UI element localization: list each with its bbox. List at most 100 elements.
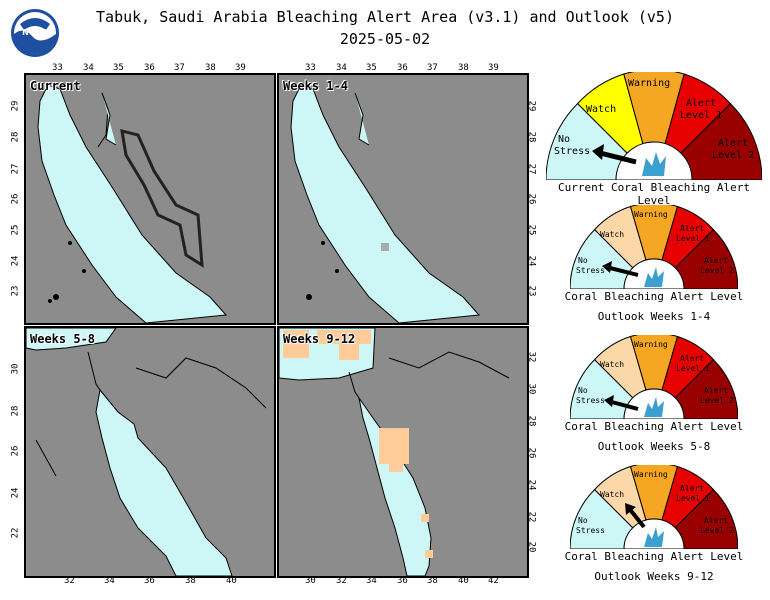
x-tick: 34 [83,63,94,73]
y-tick: 22 [526,511,537,523]
y-tick: 26 [526,447,537,459]
x-tick: 39 [488,63,499,73]
gauge-caption: Current Coral Bleaching Alert Level [557,181,751,207]
map-panel-weeks-9-12: Weeks 9-12 [277,326,529,578]
x-tick: 39 [235,63,246,73]
svg-text:Alert: Alert [680,224,704,233]
svg-text:Alert: Alert [718,138,748,149]
y-tick: 22 [10,527,21,539]
svg-text:Level 1: Level 1 [676,494,710,503]
svg-text:Level 2: Level 2 [712,150,754,161]
y-tick: 28 [10,405,21,417]
page-title: Tabuk, Saudi Arabia Bleaching Alert Area… [96,8,674,26]
svg-text:Warning: Warning [634,470,668,479]
svg-text:Level 1: Level 1 [676,234,710,243]
svg-text:No: No [578,386,588,395]
svg-text:Alert: Alert [704,386,728,395]
svg-text:Alert: Alert [680,354,704,363]
x-tick: 40 [458,576,469,586]
svg-text:Alert: Alert [686,98,716,109]
y-tick: 25 [526,224,537,236]
svg-text:Alert: Alert [704,256,728,265]
x-tick: 36 [397,63,408,73]
y-tick: 24 [10,487,21,499]
svg-text:Stress: Stress [554,146,590,157]
alert-gauge-weeks-5-8: No Stress Watch Warning Alert Level 1 Al… [570,335,738,419]
x-tick: 32 [336,576,347,586]
panel-label: Weeks 1-4 [283,79,349,93]
gauge-caption: Coral Bleaching Alert Level [564,420,744,433]
y-tick: 30 [10,363,21,375]
y-tick: 32 [526,351,537,363]
x-tick: 36 [144,576,155,586]
y-tick: 29 [526,100,537,112]
svg-text:Alert: Alert [704,516,728,525]
svg-text:Watch: Watch [600,230,624,239]
gauge-caption-sub: Outlook Weeks 1-4 [597,310,711,323]
svg-text:Level 2: Level 2 [700,526,734,535]
svg-text:Stress: Stress [576,266,605,275]
svg-text:No: No [578,516,588,525]
svg-text:Level 1: Level 1 [676,364,710,373]
svg-text:Watch: Watch [586,104,616,115]
gauge-caption: Coral Bleaching Alert Level [564,550,744,563]
coral-icon [644,267,664,287]
x-tick: 35 [366,63,377,73]
x-tick: 34 [104,576,115,586]
svg-text:Warning: Warning [634,210,668,219]
gauge-caption: Coral Bleaching Alert Level [564,290,744,303]
coral-icon [644,527,664,547]
x-tick: 36 [397,576,408,586]
x-tick: 38 [185,576,196,586]
svg-text:Watch: Watch [600,490,624,499]
panel-label: Current [30,79,81,93]
svg-text:Stress: Stress [576,526,605,535]
y-tick: 24 [526,255,537,267]
y-tick: 29 [10,100,21,112]
x-tick: 40 [226,576,237,586]
y-tick: 25 [10,224,21,236]
x-tick: 33 [52,63,63,73]
svg-text:Watch: Watch [600,360,624,369]
y-tick: 28 [10,131,21,143]
y-tick: 24 [526,479,537,491]
svg-text:Stress: Stress [576,396,605,405]
svg-text:Level 2: Level 2 [700,266,734,275]
gauge-caption-sub: Outlook Weeks 9-12 [594,570,714,583]
y-tick: 26 [526,193,537,205]
map-panel-weeks-1-4: Weeks 1-4 [277,73,529,325]
x-tick: 34 [366,576,377,586]
x-tick: 38 [458,63,469,73]
svg-text:No: No [578,256,588,265]
y-tick: 24 [10,255,21,267]
noaa-logo-text: NOAA [22,28,48,37]
x-tick: 37 [427,63,438,73]
y-tick: 30 [526,383,537,395]
y-tick: 27 [526,163,537,175]
y-tick: 20 [526,541,537,553]
svg-text:No: No [558,134,570,145]
svg-text:Warning: Warning [634,340,668,349]
panel-label: Weeks 9-12 [283,332,356,346]
y-tick: 23 [10,285,21,297]
noaa-logo: NOAA [11,9,59,57]
gauge-caption-sub: Outlook Weeks 5-8 [597,440,711,453]
y-tick: 28 [526,415,537,427]
svg-text:Alert: Alert [680,484,704,493]
coral-icon [642,152,666,176]
x-tick: 30 [305,576,316,586]
x-tick: 38 [205,63,216,73]
page-date: 2025-05-02 [339,30,431,48]
svg-text:Level 1: Level 1 [680,110,722,121]
alert-gauge-current: No Stress Watch Warning Alert Level 1 Al… [546,72,762,180]
x-tick: 32 [64,576,75,586]
x-tick: 33 [305,63,316,73]
x-tick: 35 [113,63,124,73]
y-tick: 26 [10,193,21,205]
panel-label: Weeks 5-8 [30,332,96,346]
map-panel-weeks-5-8: Weeks 5-8 [24,326,276,578]
x-tick: 34 [336,63,347,73]
y-tick: 28 [526,131,537,143]
x-tick: 36 [144,63,155,73]
x-tick: 37 [174,63,185,73]
